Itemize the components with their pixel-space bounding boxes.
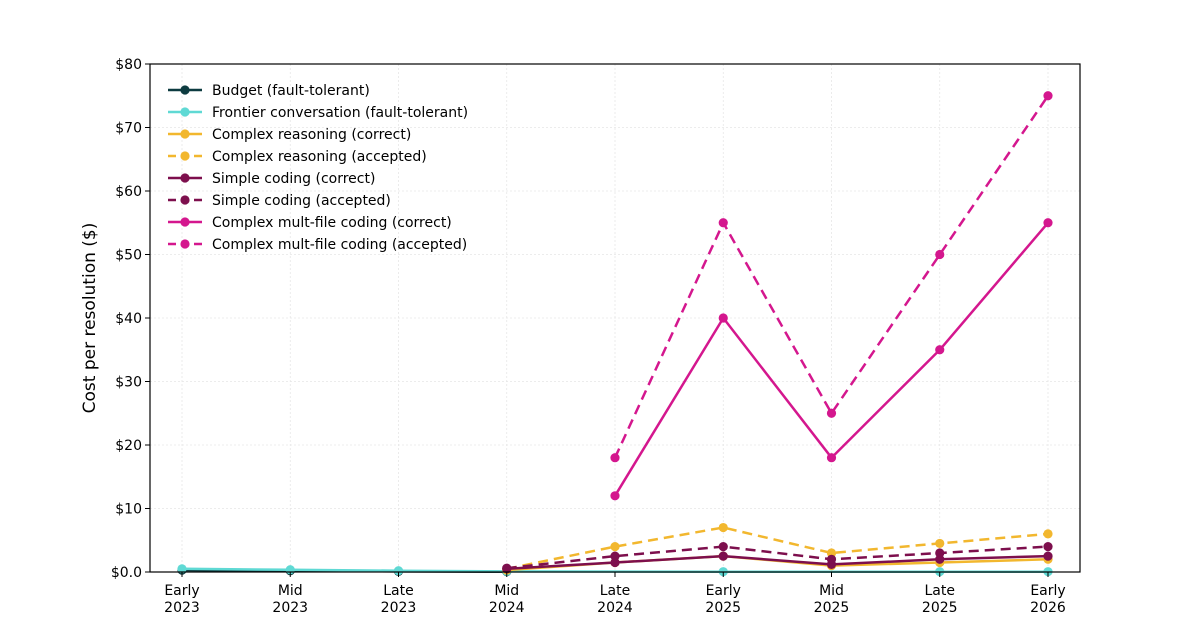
x-tick-label-line: Early — [706, 583, 741, 599]
x-tick-label: Late 2023 — [381, 583, 417, 616]
x-tick-label-line: Early — [164, 583, 199, 599]
y-tick-label: $40 — [115, 311, 142, 327]
series-line — [506, 526, 1049, 571]
data-point — [826, 408, 837, 418]
legend-item: Budget (fault-tolerant) — [168, 83, 370, 99]
legend-label: Simple coding (accepted) — [212, 193, 391, 209]
y-tick-label: $70 — [115, 121, 142, 137]
y-tick-label: $0.0 — [111, 565, 142, 581]
legend-swatch-marker — [180, 107, 190, 117]
data-point — [610, 557, 620, 568]
x-tick-label-line: Mid — [819, 583, 844, 599]
data-point — [826, 554, 837, 564]
legend-item: Simple coding (accepted) — [168, 193, 391, 209]
data-point — [718, 218, 728, 228]
series-line — [506, 545, 1049, 570]
x-tick-label-line: 2025 — [814, 600, 850, 616]
data-point — [1043, 91, 1053, 101]
data-point — [1043, 218, 1053, 228]
legend-item: Complex reasoning (correct) — [168, 127, 411, 143]
series-line — [506, 554, 1049, 571]
legend-label: Complex reasoning (accepted) — [212, 149, 427, 165]
x-tick-label-line: Mid — [494, 583, 519, 599]
data-point — [718, 542, 728, 552]
legend-swatch-marker — [180, 85, 190, 95]
x-tick-label-line: 2025 — [922, 600, 958, 616]
legend-label: Complex mult-file coding (accepted) — [212, 237, 467, 253]
x-tick-label-line: Late — [925, 583, 955, 599]
data-point — [610, 491, 620, 501]
x-tick-label: Late 2024 — [597, 583, 633, 616]
legend: Budget (fault-tolerant) Frontier conversa… — [168, 83, 468, 253]
y-tick-label: $50 — [115, 248, 142, 264]
y-axis-label: Cost per resolution ($) — [80, 223, 100, 414]
legend-swatch-marker — [180, 239, 190, 249]
x-tick-label: Early 2023 — [164, 583, 200, 616]
x-tick-label-line: 2024 — [489, 600, 525, 616]
data-point — [1043, 529, 1053, 539]
x-tick-label: Mid 2024 — [489, 583, 525, 616]
y-tick-label: $30 — [115, 375, 142, 391]
legend-swatch-marker — [180, 217, 190, 227]
x-tick-label: Mid 2025 — [814, 583, 850, 616]
legend-item: Complex mult-file coding (correct) — [168, 215, 452, 231]
y-tick-label: $10 — [115, 502, 142, 518]
legend-item: Complex reasoning (accepted) — [168, 149, 427, 165]
data-point — [610, 542, 620, 552]
data-point — [610, 551, 620, 561]
legend-item: Complex mult-file coding (accepted) — [168, 237, 467, 253]
x-tick-label-line: Late — [383, 583, 413, 599]
x-tick-label-line: 2025 — [705, 600, 741, 616]
legend-label: Complex mult-file coding (correct) — [212, 215, 452, 231]
legend-label: Complex reasoning (correct) — [212, 127, 411, 143]
data-point — [935, 249, 945, 260]
x-tick-label-line: Mid — [278, 583, 303, 599]
legend-swatch-marker — [180, 129, 190, 139]
x-tick-label: Mid 2023 — [272, 583, 308, 616]
x-tick-label-line: Early — [1030, 583, 1065, 599]
data-point — [935, 345, 945, 355]
x-tick-label-line: 2023 — [164, 600, 200, 616]
data-point — [177, 564, 187, 574]
legend-label: Budget (fault-tolerant) — [212, 83, 370, 99]
x-tick-label: Early 2025 — [705, 583, 741, 616]
legend-label: Frontier conversation (fault-tolerant) — [212, 105, 468, 121]
x-tick-label-line: 2023 — [272, 600, 308, 616]
data-point — [610, 453, 620, 463]
data-point — [718, 522, 728, 533]
series-5 — [502, 542, 1053, 573]
x-tick-label-line: 2023 — [381, 600, 417, 616]
data-point — [935, 548, 945, 558]
data-point — [502, 563, 512, 573]
data-point — [826, 548, 837, 558]
data-point — [935, 538, 945, 549]
data-point — [1043, 542, 1053, 552]
legend-item: Simple coding (correct) — [168, 171, 375, 187]
legend-label: Simple coding (correct) — [212, 171, 375, 187]
x-tick-label: Early 2026 — [1030, 583, 1066, 616]
x-tick-label-line: 2024 — [597, 600, 633, 616]
y-tick-label: $80 — [115, 57, 142, 73]
data-point — [935, 554, 945, 564]
legend-swatch-marker — [180, 151, 190, 161]
series-7 — [610, 91, 1053, 463]
x-tick-label: Late 2025 — [922, 583, 958, 616]
y-tick-label: $20 — [115, 438, 142, 454]
data-point — [826, 453, 837, 463]
data-point — [718, 551, 728, 561]
x-tick-label-line: 2026 — [1030, 600, 1066, 616]
data-point — [1043, 551, 1053, 561]
legend-item: Frontier conversation (fault-tolerant) — [168, 105, 468, 121]
legend-swatch-marker — [180, 173, 190, 183]
y-tick-label: $60 — [115, 184, 142, 200]
data-point — [718, 313, 728, 323]
x-tick-label-line: Late — [600, 583, 630, 599]
data-point — [393, 566, 404, 576]
legend-swatch-marker — [180, 195, 190, 205]
series-6 — [610, 218, 1053, 501]
y-axis: $0.0 $10 $20 $30 $40 $50 $60 $70 $80 — [111, 57, 150, 581]
